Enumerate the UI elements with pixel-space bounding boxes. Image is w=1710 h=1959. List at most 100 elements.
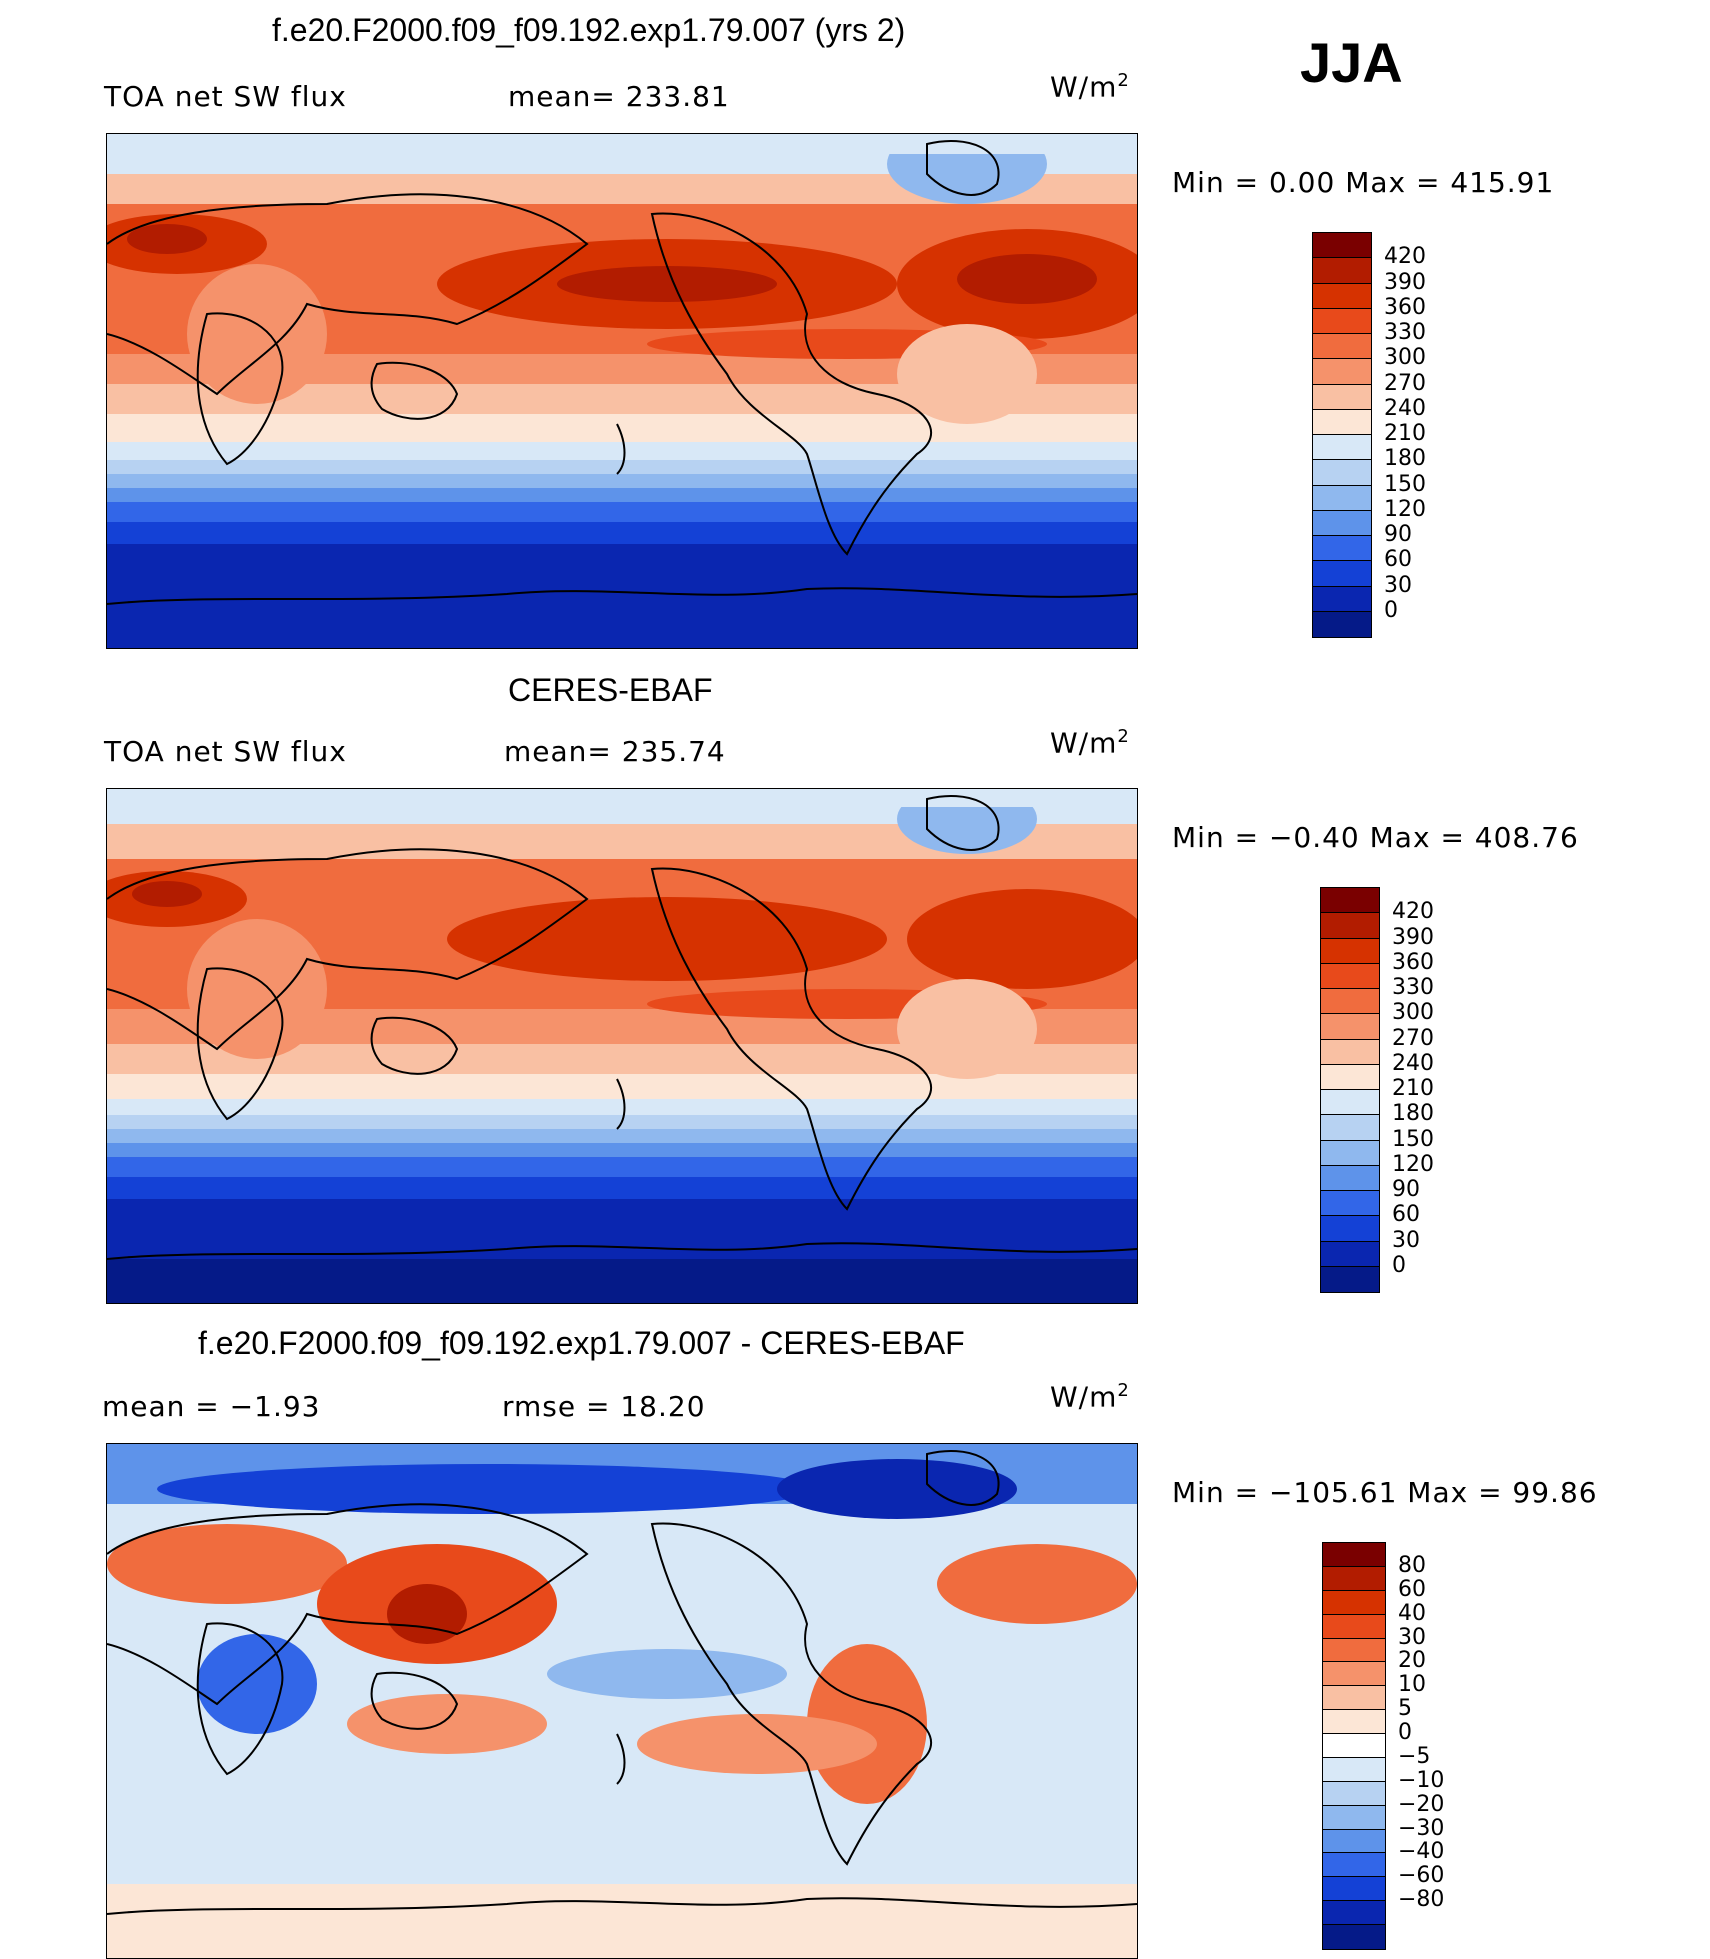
- colorbar-label: 0: [1384, 597, 1398, 623]
- colorbar-label: −60: [1398, 1863, 1445, 1889]
- colorbar-segment: [1321, 1115, 1379, 1141]
- colorbar-segment: [1323, 1590, 1385, 1615]
- panel1-map-field: [107, 134, 1137, 648]
- panel3-map: [106, 1443, 1138, 1959]
- colorbar-label: 180: [1392, 1101, 1434, 1127]
- colorbar-label: 240: [1392, 1050, 1434, 1076]
- colorbar-label: 30: [1384, 572, 1412, 598]
- colorbar-segment: [1323, 1829, 1385, 1854]
- colorbar-segment: [1323, 1710, 1385, 1735]
- colorbar-segment: [1313, 561, 1371, 587]
- colorbar-label: 330: [1392, 975, 1434, 1000]
- colorbar-segment: [1321, 1241, 1379, 1267]
- colorbar-segment: [1321, 913, 1379, 939]
- colorbar-segment: [1313, 485, 1371, 511]
- panel3-title: f.e20.F2000.f09_f09.192.exp1.79.007 - CE…: [198, 1325, 965, 1361]
- colorbar-segment: [1323, 1925, 1385, 1949]
- colorbar-segment: [1313, 334, 1371, 360]
- colorbar-label: 90: [1384, 522, 1412, 547]
- colorbar-segment: [1313, 460, 1371, 486]
- colorbar-label: 270: [1392, 1025, 1434, 1051]
- colorbar-segment: [1321, 1090, 1379, 1116]
- colorbar-segment: [1321, 888, 1379, 914]
- colorbar-label: 5: [1398, 1696, 1412, 1722]
- colorbar-label: 0: [1392, 1252, 1406, 1278]
- panel3-minmax: Min = −105.61 Max = 99.86: [1172, 1476, 1598, 1509]
- panel1-units: W/m2: [1050, 70, 1130, 104]
- colorbar-segment: [1321, 1266, 1379, 1292]
- colorbar-segment: [1323, 1805, 1385, 1830]
- panel3-map-field: [107, 1444, 1137, 1958]
- colorbar-segment: [1313, 586, 1371, 612]
- colorbar-label: −20: [1398, 1791, 1445, 1817]
- colorbar-label: 420: [1384, 244, 1426, 270]
- colorbar-segment: [1323, 1566, 1385, 1591]
- panel1-variable: TOA net SW flux: [104, 80, 347, 113]
- panel3-mean: mean = −1.93: [102, 1390, 321, 1423]
- colorbar-label: 390: [1392, 924, 1434, 950]
- colorbar-segment: [1313, 308, 1371, 334]
- colorbar-segment: [1323, 1614, 1385, 1639]
- colorbar-segment: [1321, 1014, 1379, 1040]
- colorbar-label: 120: [1392, 1151, 1434, 1177]
- colorbar-segment: [1313, 359, 1371, 385]
- panel1-colorbar: [1312, 232, 1372, 638]
- panel2-mean: mean= 235.74: [504, 735, 726, 768]
- colorbar-label: 330: [1384, 320, 1426, 345]
- season-label: JJA: [1300, 31, 1403, 94]
- colorbar-label: 10: [1398, 1672, 1426, 1698]
- panel2-map: [106, 788, 1138, 1304]
- colorbar-segment: [1323, 1781, 1385, 1806]
- colorbar-segment: [1313, 536, 1371, 562]
- panel2-minmax: Min = −0.40 Max = 408.76: [1172, 821, 1579, 854]
- colorbar-segment: [1321, 963, 1379, 989]
- colorbar-segment: [1321, 989, 1379, 1015]
- panel2-units: W/m2: [1050, 726, 1130, 760]
- colorbar-segment: [1323, 1734, 1385, 1758]
- colorbar-label: 20: [1398, 1648, 1426, 1674]
- colorbar-label: 60: [1398, 1576, 1426, 1602]
- panel3-colorbar: [1322, 1542, 1386, 1950]
- colorbar-label: 30: [1398, 1624, 1426, 1650]
- panel1-mean: mean= 233.81: [508, 80, 730, 113]
- colorbar-label: 180: [1384, 446, 1426, 472]
- panel1-minmax: Min = 0.00 Max = 415.91: [1172, 166, 1555, 199]
- colorbar-segment: [1323, 1543, 1385, 1567]
- colorbar-label: 60: [1392, 1202, 1420, 1228]
- colorbar-label: 210: [1384, 421, 1426, 446]
- colorbar-segment: [1323, 1901, 1385, 1926]
- colorbar-segment: [1321, 1216, 1379, 1242]
- colorbar-label: −40: [1398, 1839, 1445, 1865]
- panel1-map: [106, 133, 1138, 649]
- colorbar-label: −80: [1398, 1887, 1445, 1913]
- colorbar-label: 80: [1398, 1552, 1426, 1578]
- colorbar-label: 420: [1392, 899, 1434, 925]
- colorbar-segment: [1313, 510, 1371, 536]
- colorbar-label: 30: [1392, 1227, 1420, 1253]
- panel2-variable: TOA net SW flux: [104, 735, 347, 768]
- colorbar-label: 300: [1384, 345, 1426, 371]
- panel1-title: f.e20.F2000.f09_f09.192.exp1.79.007 (yrs…: [272, 12, 906, 48]
- panel3-units: W/m2: [1050, 1380, 1130, 1414]
- colorbar-label: −5: [1398, 1743, 1431, 1769]
- colorbar-segment: [1321, 938, 1379, 964]
- colorbar-segment: [1323, 1638, 1385, 1663]
- colorbar-segment: [1323, 1877, 1385, 1902]
- colorbar-label: 40: [1398, 1600, 1426, 1626]
- colorbar-label: 150: [1392, 1126, 1434, 1152]
- colorbar-label: 360: [1384, 294, 1426, 320]
- colorbar-label: 0: [1398, 1720, 1412, 1746]
- colorbar-segment: [1321, 1191, 1379, 1217]
- colorbar-segment: [1313, 233, 1371, 259]
- panel2-map-field: [107, 789, 1137, 1303]
- colorbar-segment: [1323, 1686, 1385, 1711]
- colorbar-label: 300: [1392, 1000, 1434, 1026]
- colorbar-segment: [1313, 384, 1371, 410]
- colorbar-segment: [1321, 1165, 1379, 1191]
- colorbar-segment: [1313, 611, 1371, 637]
- colorbar-label: 60: [1384, 547, 1412, 573]
- colorbar-label: −10: [1398, 1767, 1445, 1793]
- colorbar-segment: [1313, 283, 1371, 309]
- colorbar-segment: [1321, 1039, 1379, 1065]
- colorbar-label: 150: [1384, 471, 1426, 497]
